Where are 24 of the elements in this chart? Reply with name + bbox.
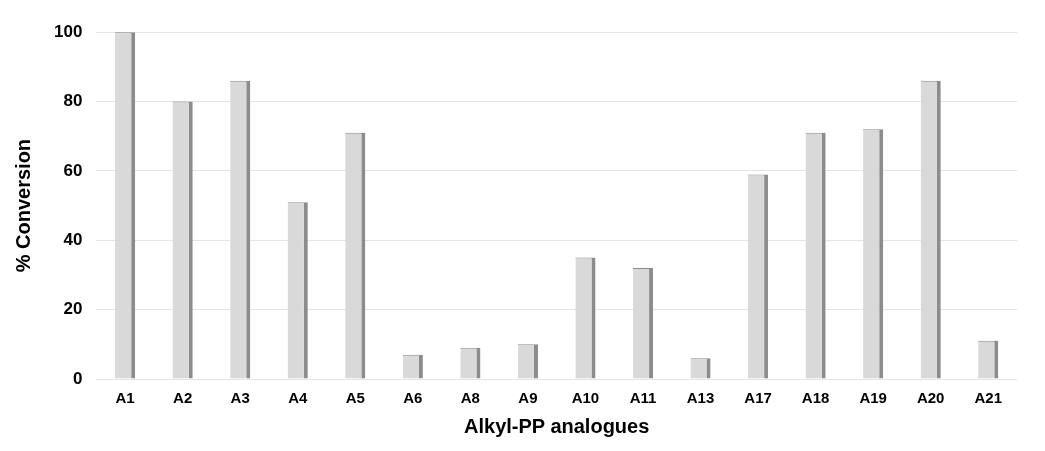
x-tick-label: A17 (744, 389, 772, 407)
y-tick-label: 40 (63, 229, 83, 249)
x-tick-label: A1 (115, 389, 135, 407)
x-tick-label: A10 (571, 389, 600, 407)
y-tick-label: 20 (63, 299, 83, 319)
y-tick-label: 80 (63, 91, 83, 111)
x-tick-label: A9 (518, 389, 538, 407)
y-tick-label: 0 (72, 368, 83, 388)
x-tick-label: A20 (916, 389, 945, 407)
x-tick-label: A19 (859, 389, 887, 407)
y-tick-label: 60 (63, 160, 83, 180)
x-tick-label: A11 (629, 389, 657, 407)
y-tick-label: 100 (53, 21, 83, 41)
x-axis-title: Alkyl-PP analogues (464, 414, 650, 437)
x-tick-label: A2 (173, 389, 193, 407)
x-tick-label: A21 (974, 389, 1002, 407)
y-axis-title: % Conversion (11, 138, 34, 273)
x-tick-label: A18 (801, 389, 830, 407)
x-tick-label: A13 (686, 389, 715, 407)
x-tick-label: A8 (460, 389, 480, 407)
x-tick-label: A4 (288, 389, 308, 407)
x-tick-label: A5 (345, 389, 365, 407)
x-tick-label: A3 (230, 389, 250, 407)
x-tick-label: A6 (403, 389, 423, 407)
